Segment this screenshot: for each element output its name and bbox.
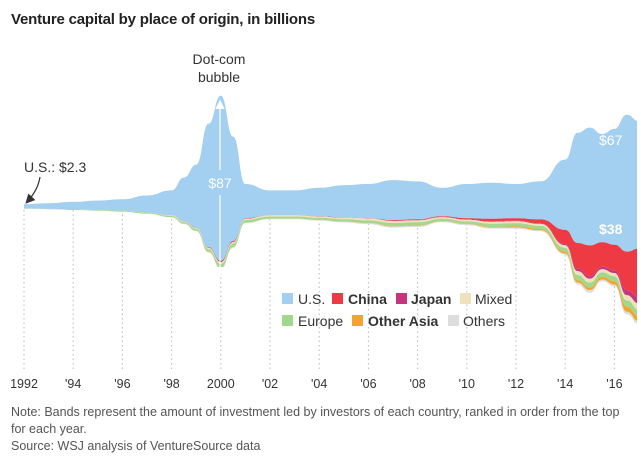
legend: U.S. China Japan Mixed Europe Other Asia… xyxy=(282,291,512,329)
legend-swatch-europe xyxy=(282,315,293,326)
streamgraph-chart: 1992 '94 '96 '98 2000 '02 '04 '06 '08 '10 '12 '14 '1… xyxy=(10,51,637,391)
legend-swatch-us xyxy=(282,293,293,304)
legend-swatch-japan xyxy=(396,293,407,304)
x-tick-label: '96 xyxy=(114,377,130,391)
x-tick-label: 1992 xyxy=(10,377,38,391)
us-peak-value: $87 xyxy=(208,175,232,191)
x-tick-label: 2000 xyxy=(207,377,235,391)
chart-notes: Note: Bands represent the amount of inve… xyxy=(11,404,636,455)
us-2017-value: $67 xyxy=(599,132,623,148)
x-gridlines xyxy=(23,210,615,370)
legend-label-other-asia: Other Asia xyxy=(368,313,438,329)
x-tick-label: '10 xyxy=(459,377,475,391)
x-tick-label: '04 xyxy=(311,377,327,391)
legend-swatch-others xyxy=(448,315,459,326)
us-start-label: U.S.: $2.3 xyxy=(24,159,86,175)
x-tick-label: '08 xyxy=(409,377,425,391)
us-start-arrow xyxy=(25,176,41,204)
note-text: Note: Bands represent the amount of inve… xyxy=(11,405,620,436)
dotcom-label-line1: Dot-com xyxy=(193,51,246,67)
chart-title: Venture capital by place of origin, in b… xyxy=(11,11,315,28)
legend-label-mixed: Mixed xyxy=(475,291,512,307)
legend-swatch-china xyxy=(332,293,343,304)
x-tick-label: '16 xyxy=(606,377,622,391)
legend-swatch-mixed xyxy=(460,293,471,304)
legend-label-china: China xyxy=(348,291,387,307)
band-us xyxy=(24,95,637,261)
x-tick-label: '94 xyxy=(65,377,81,391)
band-china xyxy=(24,208,637,297)
legend-label-europe: Europe xyxy=(298,313,343,329)
dotcom-label-line2: bubble xyxy=(198,69,240,85)
x-tick-label: '02 xyxy=(262,377,278,391)
x-tick-label: '14 xyxy=(557,377,573,391)
legend-swatch-other-asia xyxy=(352,315,363,326)
legend-label-japan: Japan xyxy=(411,291,451,307)
stream-bands xyxy=(24,95,637,324)
source-text: Source: WSJ analysis of VentureSource da… xyxy=(11,439,261,453)
legend-label-us: U.S. xyxy=(298,291,325,307)
x-axis-ticks: 1992 '94 '96 '98 2000 '02 '04 '06 '08 '10 '12 '14 '1… xyxy=(10,377,622,391)
x-tick-label: '98 xyxy=(163,377,179,391)
legend-label-others: Others xyxy=(463,313,505,329)
x-tick-label: '12 xyxy=(508,377,524,391)
x-tick-label: '06 xyxy=(360,377,376,391)
china-2017-value: $38 xyxy=(599,221,623,237)
